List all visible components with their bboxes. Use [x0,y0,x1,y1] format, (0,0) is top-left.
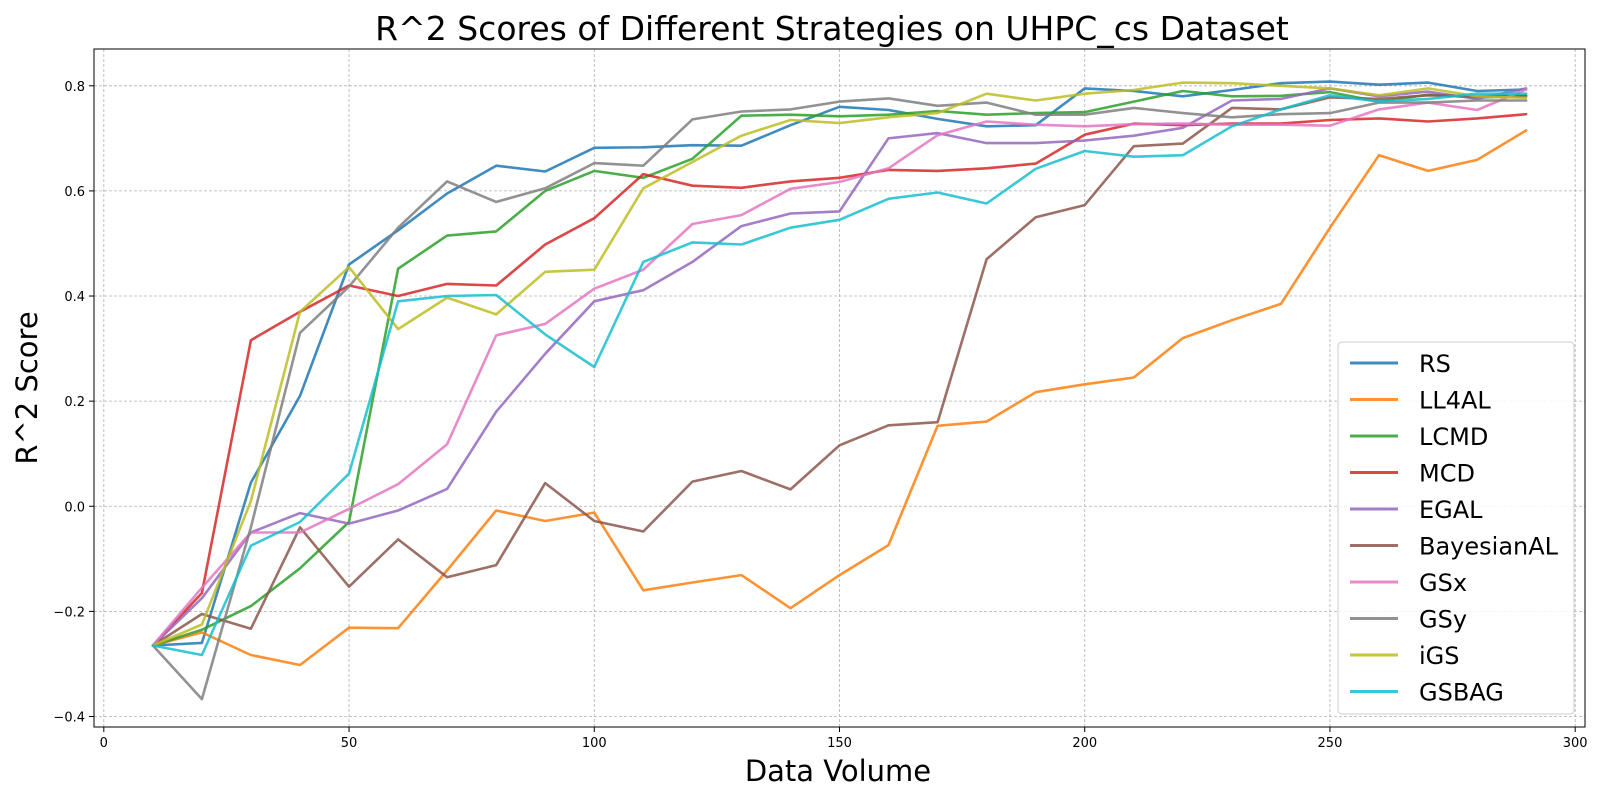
plot-series [151,80,1528,701]
legend-label: LL4AL [1419,387,1491,415]
x-tick-label: 250 [1318,736,1343,751]
series-line-igs [151,81,1528,647]
x-tick-label: 100 [582,736,607,751]
y-tick-label: −0.2 [53,605,85,620]
legend-label: LCMD [1419,423,1488,451]
legend-label: GSy [1419,606,1467,634]
series-line-gsx [151,88,1528,647]
y-axis-label: R^2 Score [10,311,44,464]
y-tick-label: 0.2 [64,395,85,410]
y-tick-label: 0.0 [64,500,85,515]
y-tick-label: 0.4 [64,290,85,305]
x-tick-label: 150 [827,736,852,751]
legend-label: GSBAG [1419,679,1504,707]
series-line-egal [151,87,1528,647]
x-tick-label: 200 [1072,736,1097,751]
legend-label: iGS [1419,642,1460,670]
x-tick-label: 300 [1563,736,1588,751]
legend: RS LL4AL LCMD MCD EGAL BayesianAL GSx GSy iGS GSB… [1337,341,1575,715]
y-tick-label: 0.6 [64,185,85,200]
chart-title: R^2 Scores of Different Strategies on UH… [375,9,1289,48]
legend-label: BayesianAL [1419,533,1559,561]
series-line-gsbag [151,92,1528,657]
x-tick-label: 50 [341,736,358,751]
grid-lines [94,49,1585,727]
legend-label: RS [1419,350,1451,378]
series-line-mcd [151,112,1528,647]
x-axis-label: Data Volume [745,754,931,788]
y-tick-label: 0.8 [64,80,85,95]
x-tick-label: 0 [100,736,108,751]
y-tick-label: −0.4 [53,710,85,725]
series-line-gsy [151,97,1528,701]
legend-label: MCD [1419,460,1475,488]
x-axis-ticks: 0 50 100 150 200 250 300 [100,727,1588,751]
series-line-ll4al [151,129,1528,667]
legend-label: EGAL [1419,496,1483,524]
y-axis-ticks: −0.4 −0.2 0.0 0.2 0.4 0.6 0.8 [53,80,94,725]
legend-label: GSx [1419,569,1467,597]
series-line-rs [151,80,1528,647]
